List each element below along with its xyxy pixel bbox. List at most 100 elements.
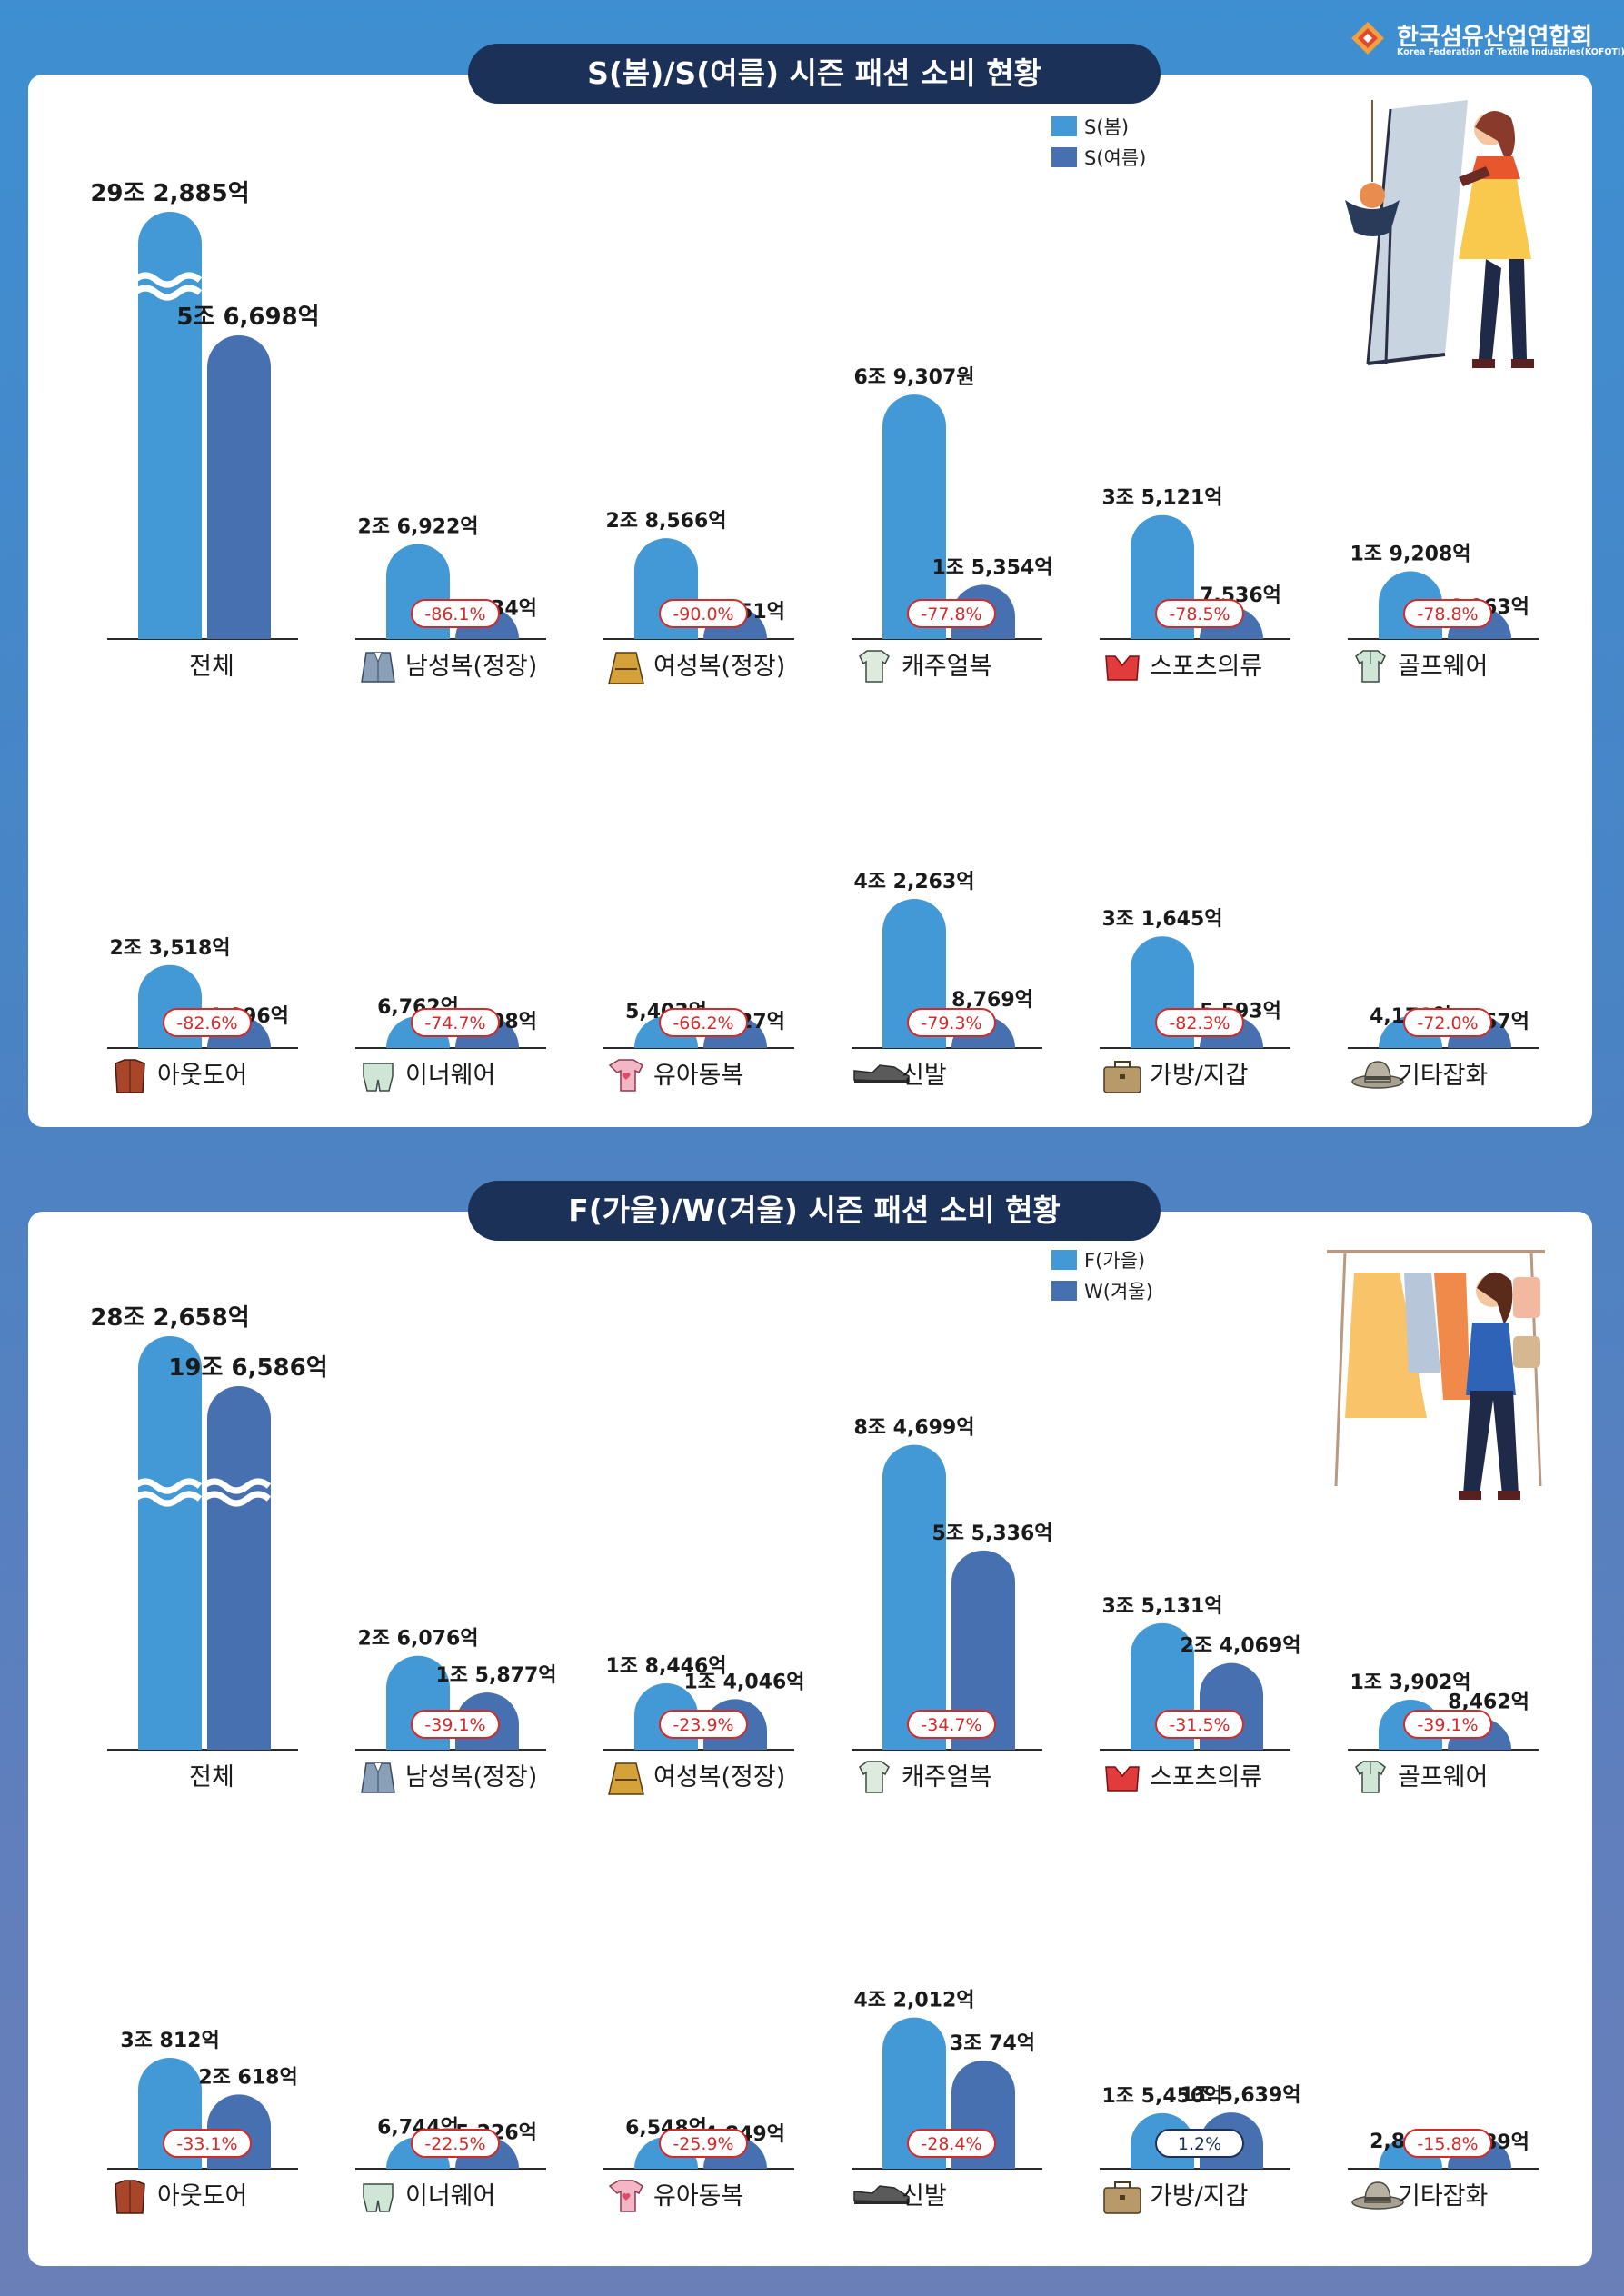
- category-label-전체: 전체: [189, 653, 234, 681]
- change-label-기타잡화: -72.0%: [1417, 1013, 1478, 1033]
- change-label-골프웨어: -78.8%: [1417, 604, 1478, 624]
- value-label-S(봄)-가방/지갑: 3조 1,645억: [1101, 908, 1222, 931]
- fall-winter-panel: [28, 1212, 1592, 2266]
- value-label-S(봄)-아웃도어: 2조 3,518억: [109, 937, 230, 960]
- golf-shirt-icon: [1355, 1761, 1386, 1793]
- legend-item-spring: S(봄): [1051, 111, 1146, 142]
- bar-S(봄)-캐주얼복: [882, 394, 946, 639]
- logo-name-english: Korea Federation of Textile Industries(K…: [1397, 47, 1624, 57]
- change-label-스포츠의류: -78.5%: [1169, 604, 1230, 624]
- legend-swatch-fall: [1051, 1250, 1077, 1270]
- value-label-W(겨울)-여성복(정장): 1조 4,046억: [683, 1671, 804, 1693]
- value-label-W(겨울)-가방/지갑: 1조 5,639억: [1180, 2084, 1300, 2107]
- casual-shirt-icon: [859, 1761, 890, 1793]
- category-label-여성복(정장): 여성복(정장): [653, 653, 785, 681]
- category-label-스포츠의류: 스포츠의류: [1150, 1763, 1262, 1792]
- value-label-F(가을)-가방/지갑: 1조 5,450억: [1101, 2085, 1222, 2108]
- category-label-유아동복: 유아동복: [653, 2182, 743, 2211]
- change-label-골프웨어: -39.1%: [1417, 1715, 1478, 1735]
- bag-icon: [1103, 1061, 1141, 1093]
- casual-shirt-icon: [859, 650, 890, 683]
- change-badge-신발: [907, 1008, 996, 1037]
- value-label-S(봄)-골프웨어: 1조 9,208억: [1350, 543, 1470, 565]
- woman-clothing-rack-illustration: [1327, 1250, 1545, 1500]
- shoe-icon: [853, 1064, 910, 1084]
- change-label-아웃도어: -33.1%: [176, 2134, 237, 2154]
- legend-item-winter: W(겨울): [1051, 1275, 1153, 1306]
- change-label-신발: -28.4%: [921, 2134, 981, 2154]
- logo-name-korean: 한국섬유산업연합회: [1397, 24, 1593, 51]
- category-label-캐주얼복: 캐주얼복: [902, 1763, 991, 1792]
- suit-jacket-icon: [361, 1762, 395, 1793]
- value-label-S(봄)-여성복(정장): 2조 8,566억: [605, 510, 726, 533]
- change-badge-여성복(정장): [659, 599, 748, 628]
- change-label-캐주얼복: -34.7%: [921, 1715, 981, 1735]
- value-label-S(봄)-전체: 29조 2,885억: [90, 180, 249, 207]
- value-label-W(겨울)-전체: 19조 6,586억: [168, 1354, 327, 1382]
- value-label-F(가을)-전체: 28조 2,658억: [90, 1304, 249, 1332]
- legend-swatch-spring: [1051, 116, 1077, 136]
- bar-F(가을)-전체: [138, 1336, 202, 1750]
- change-label-캐주얼복: -77.8%: [921, 604, 981, 624]
- value-label-F(가을)-여성복(정장): 1조 8,446억: [605, 1655, 726, 1678]
- kofoti-logo: 한국섬유산업연합회 Korea Federation of Textile In…: [1350, 16, 1624, 64]
- change-label-남성복(정장): -86.1%: [424, 604, 485, 624]
- value-label-F(가을)-스포츠의류: 3조 5,131억: [1101, 1595, 1222, 1618]
- change-badge-유아동복: [659, 2129, 748, 2158]
- legend-item-fall: F(가을): [1051, 1244, 1153, 1275]
- change-label-가방/지갑: -82.3%: [1169, 1013, 1230, 1033]
- spring-summer-title: S(봄)/S(여름) 시즌 패션 소비 현황: [468, 44, 1161, 104]
- trench-coat-icon: [608, 1762, 644, 1795]
- shoe-icon: [853, 2185, 910, 2205]
- category-label-남성복(정장): 남성복(정장): [405, 1763, 537, 1792]
- change-label-신발: -79.3%: [921, 1013, 981, 1033]
- category-label-아웃도어: 아웃도어: [157, 1062, 247, 1090]
- value-label-F(가을)-아웃도어: 3조 812억: [120, 2030, 219, 2052]
- category-label-신발: 신발: [902, 1062, 947, 1090]
- category-label-가방/지갑: 가방/지갑: [1150, 1062, 1248, 1090]
- change-badge-캐주얼복: [907, 599, 996, 628]
- change-label-남성복(정장): -39.1%: [424, 1715, 485, 1735]
- legend-label-spring: S(봄): [1084, 116, 1130, 138]
- category-label-이너웨어: 이너웨어: [405, 1062, 495, 1090]
- category-label-기타잡화: 기타잡화: [1398, 1062, 1488, 1090]
- outdoor-jacket-icon: [115, 1059, 145, 1093]
- axis-break-wave-bar1: [132, 1478, 203, 1507]
- category-label-가방/지갑: 가방/지갑: [1150, 2182, 1248, 2211]
- legend-item-summer: S(여름): [1051, 142, 1146, 173]
- change-label-여성복(정장): -90.0%: [673, 604, 733, 624]
- bag-icon: [1103, 2181, 1141, 2214]
- golf-shirt-icon: [1355, 650, 1386, 683]
- value-label-S(여름)-캐주얼복: 1조 5,354억: [932, 556, 1052, 579]
- value-label-F(가을)-남성복(정장): 2조 6,076억: [357, 1628, 478, 1651]
- category-label-골프웨어: 골프웨어: [1398, 653, 1488, 681]
- change-badge-남성복(정장): [411, 599, 500, 628]
- change-badge-이너웨어: [411, 1008, 500, 1037]
- value-label-W(겨울)-스포츠의류: 2조 4,069억: [1180, 1635, 1300, 1658]
- change-badge-스포츠의류: [1155, 1710, 1244, 1739]
- change-badge-가방/지갑: [1155, 1008, 1244, 1037]
- value-label-S(봄)-캐주얼복: 6조 9,307원: [853, 366, 974, 389]
- trench-coat-icon: [608, 652, 644, 684]
- change-label-이너웨어: -22.5%: [424, 2134, 485, 2154]
- change-badge-기타잡화: [1403, 2129, 1492, 2158]
- spring-summer-legend: S(봄) S(여름): [1051, 111, 1146, 173]
- value-label-S(봄)-신발: 4조 2,263억: [853, 871, 974, 893]
- value-label-S(봄)-남성복(정장): 2조 6,922억: [357, 516, 478, 539]
- change-badge-이너웨어: [411, 2129, 500, 2158]
- category-label-남성복(정장): 남성복(정장): [405, 653, 537, 681]
- change-badge-아웃도어: [163, 2129, 252, 2158]
- category-label-신발: 신발: [902, 2182, 947, 2211]
- change-badge-여성복(정장): [659, 1710, 748, 1739]
- fall-winter-legend: F(가을) W(겨울): [1051, 1244, 1153, 1306]
- category-label-기타잡화: 기타잡화: [1398, 2182, 1488, 2211]
- legend-label-winter: W(겨울): [1084, 1281, 1153, 1303]
- category-label-여성복(정장): 여성복(정장): [653, 1763, 785, 1792]
- axis-break-wave-bar1: [132, 272, 203, 301]
- change-badge-골프웨어: [1403, 1710, 1492, 1739]
- change-badge-가방/지갑: [1155, 2129, 1244, 2158]
- value-label-W(겨울)-남성복(정장): 1조 5,877억: [435, 1664, 556, 1687]
- change-badge-기타잡화: [1403, 1008, 1492, 1037]
- change-label-유아동복: -66.2%: [673, 1013, 733, 1033]
